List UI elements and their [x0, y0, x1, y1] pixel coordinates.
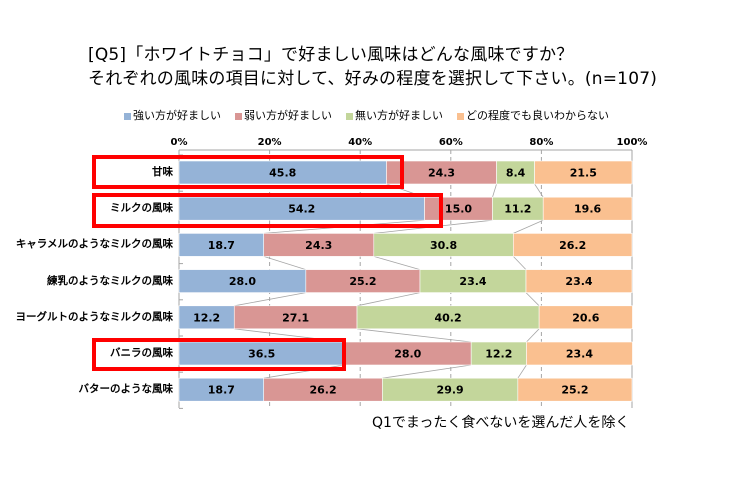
series-connector-line — [492, 183, 497, 198]
series-connector-line — [526, 328, 540, 343]
bar-segment — [513, 233, 633, 257]
series-connector-line — [525, 292, 540, 307]
bar-segment — [534, 160, 633, 185]
legend-swatch-strong — [124, 112, 131, 120]
footnote: Q1でまったく食べないを選んだ人を除く — [372, 415, 630, 431]
legend-swatch-none — [346, 112, 353, 120]
x-tick-label: 0% — [170, 137, 188, 148]
legend-item-strong: 強い方が好ましい — [124, 108, 221, 124]
highlight-box-sweetness — [92, 155, 404, 189]
series-connector-line — [382, 364, 472, 379]
data-label: 25.2 — [561, 384, 588, 397]
legend-item-weak: 弱い方が好ましい — [235, 108, 332, 124]
data-label: 26.2 — [309, 384, 336, 397]
series-connector-line — [356, 328, 472, 343]
data-label: 29.9 — [437, 384, 464, 397]
series-connector-line — [356, 292, 421, 307]
bar-segment — [538, 305, 633, 330]
data-label: 12.2 — [485, 348, 512, 361]
legend-item-none: 無い方が好ましい — [346, 108, 443, 124]
data-label: 23.4 — [565, 275, 592, 288]
data-label: 24.3 — [305, 239, 332, 252]
data-label: 26.2 — [559, 239, 586, 252]
series-connector-line — [513, 256, 527, 270]
legend-label-strong: 強い方が好ましい — [133, 109, 221, 122]
legend-label-weak: 弱い方が好ましい — [244, 109, 332, 122]
series-connector-line — [517, 364, 527, 379]
series-connector-line — [513, 219, 544, 234]
data-label: 12.2 — [193, 311, 220, 324]
data-label: 11.2 — [504, 203, 531, 216]
data-label: 27.1 — [282, 311, 309, 324]
data-label: 21.5 — [570, 167, 597, 180]
legend-swatch-weak — [235, 112, 242, 120]
series-connector-line — [263, 256, 306, 270]
category-label: ミルクの風味 — [110, 202, 173, 215]
data-label: 19.6 — [574, 203, 601, 216]
bar-segment — [526, 341, 633, 366]
bar-segment — [525, 269, 633, 293]
data-label: 23.4 — [459, 275, 486, 288]
data-label: 28.0 — [394, 348, 421, 361]
data-label: 18.7 — [208, 384, 235, 397]
category-label: キャラメルのようなミルクの風味 — [15, 238, 173, 251]
series-connector-line — [534, 183, 544, 198]
chart-title-line-1: [Q5]「ホワイトチョコ」で好ましい風味はどんな風味ですか？ — [88, 45, 574, 65]
data-label: 20.6 — [572, 311, 599, 324]
category-label: 甘味 — [152, 166, 173, 178]
legend-swatch-any — [457, 112, 464, 120]
data-label: 36.5 — [248, 348, 275, 361]
series-connector-line — [234, 292, 306, 307]
legend-label-any: どの程度でも良いわからない — [466, 109, 609, 122]
data-label: 24.3 — [428, 167, 455, 180]
legend-item-any: どの程度でも良いわからない — [457, 108, 609, 124]
series-connector-line — [373, 256, 421, 270]
data-label: 25.2 — [349, 275, 376, 288]
data-label: 30.8 — [430, 239, 457, 252]
chart-title-line-2: それぞれの風味の項目に対して、好みの程度を選択して下さい。(n=107) — [88, 69, 658, 89]
x-tick-label: 80% — [529, 137, 554, 148]
data-label: 23.4 — [566, 348, 593, 361]
data-label: 8.4 — [506, 167, 526, 180]
data-label: 40.2 — [435, 311, 462, 324]
category-label: バターのような風味 — [78, 383, 174, 396]
x-tick-label: 40% — [348, 137, 373, 148]
data-label: 45.8 — [269, 167, 296, 180]
legend-label-none: 無い方が好ましい — [355, 109, 443, 122]
highlight-box-milk-flavor — [92, 193, 443, 228]
data-label: 54.2 — [288, 203, 315, 216]
legend: 強い方が好ましい 弱い方が好ましい 無い方が好ましい どの程度でも良いわからない — [124, 108, 623, 124]
category-label: ヨーグルトのようなミルクの風味 — [15, 310, 174, 323]
x-tick-label: 20% — [257, 137, 282, 148]
category-label: 練乳のようなミルクの風味 — [47, 274, 173, 287]
x-tick-label: 100% — [616, 137, 648, 148]
bar-segment — [542, 196, 633, 221]
data-label: 15.0 — [445, 203, 472, 216]
data-label: 18.7 — [208, 239, 235, 252]
data-label: 28.0 — [229, 275, 256, 288]
bar-segment — [517, 377, 633, 402]
category-label: バニラの風味 — [110, 347, 173, 359]
x-tick-label: 60% — [438, 137, 463, 148]
highlight-box-vanilla-flavor — [92, 338, 346, 371]
